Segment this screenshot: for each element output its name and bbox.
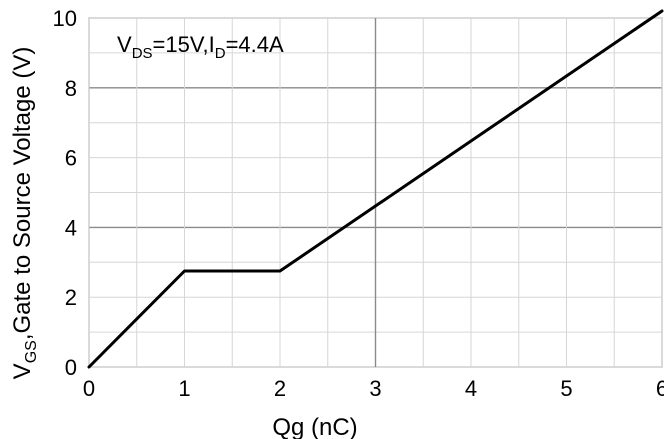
y-axis-label: VGS,Gate to Source Voltage (V) (9, 47, 40, 380)
annotation-vds-value: =15V,I (153, 32, 215, 57)
annotation-id-sub: D (215, 45, 226, 62)
y-tick-label: 10 (53, 6, 77, 31)
x-axis-label: Qg (nC) (272, 414, 357, 439)
annotation-id-value: =4.4A (226, 32, 284, 57)
y-axis-label-rest: ,Gate to Source Voltage (V) (9, 47, 36, 341)
test-condition-annotation: VDS=15V,ID=4.4A (117, 32, 284, 62)
grid-lines (88, 17, 663, 368)
series-layer (87, 9, 664, 369)
series-line-0 (87, 9, 664, 369)
y-tick-labels: 0 2 4 6 8 10 (53, 6, 77, 380)
x-tick-label: 0 (83, 376, 95, 401)
annotation-vds-main: V (117, 32, 132, 57)
x-tick-label: 1 (178, 376, 190, 401)
x-tick-label: 2 (274, 376, 286, 401)
x-tick-label: 6 (656, 376, 664, 401)
y-tick-label: 6 (65, 146, 77, 171)
y-tick-label: 4 (65, 215, 77, 240)
annotation-vds-sub: DS (132, 45, 153, 62)
y-tick-label: 8 (65, 76, 77, 101)
x-tick-label: 3 (369, 376, 381, 401)
y-axis-label-sub: GS (23, 340, 40, 363)
y-tick-label: 0 (65, 355, 77, 380)
y-tick-label: 2 (65, 285, 77, 310)
x-tick-labels: 0 1 2 3 4 5 6 (83, 376, 664, 401)
x-tick-label: 4 (465, 376, 477, 401)
y-axis-label-main: V (9, 363, 36, 379)
x-tick-label: 5 (560, 376, 572, 401)
